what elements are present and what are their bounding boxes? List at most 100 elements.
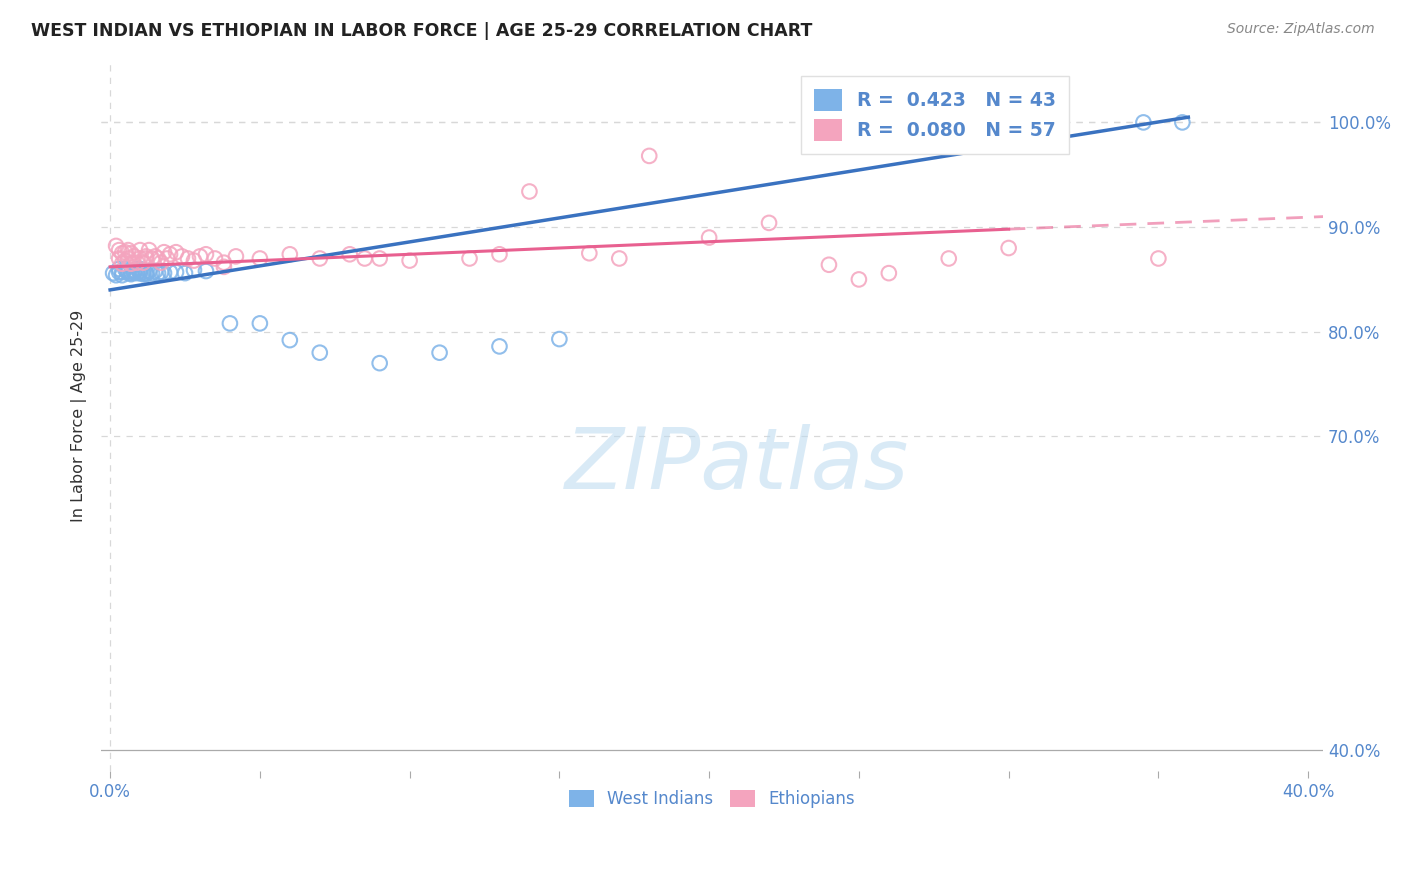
Point [194,247,217,261]
Point [170,249,193,263]
Point [194,264,217,278]
Point [488,339,510,353]
Point [174,266,197,280]
Point [132,267,155,281]
Point [150,265,173,279]
Point [997,241,1019,255]
Point [488,247,510,261]
Point [146,266,169,280]
Point [249,252,271,266]
Point [165,265,187,279]
Point [120,246,142,260]
Point [108,252,131,266]
Point [368,252,391,266]
Point [114,253,136,268]
Point [135,267,157,281]
Point [758,216,780,230]
Point [188,249,211,263]
Point [143,264,166,278]
Point [183,263,205,277]
Point [125,255,148,269]
Point [429,345,451,359]
Point [129,264,152,278]
Point [212,260,235,274]
Point [132,265,155,279]
Point [578,246,600,260]
Point [125,262,148,277]
Point [398,253,420,268]
Point [135,266,157,280]
Point [308,252,330,266]
Point [848,272,870,286]
Point [818,258,841,272]
Point [117,243,139,257]
Point [219,317,242,331]
Point [114,245,136,260]
Point [548,332,571,346]
Point [101,266,124,280]
Point [122,249,145,263]
Point [638,149,661,163]
Point [117,266,139,280]
Point [120,266,142,280]
Point [339,247,361,261]
Text: ZIPatlas: ZIPatlas [564,424,908,507]
Point [877,266,900,280]
Point [1171,115,1194,129]
Point [111,257,134,271]
Point [212,255,235,269]
Point [353,252,375,266]
Point [117,252,139,266]
Point [156,252,179,266]
Point [159,247,181,261]
Point [150,255,173,269]
Point [129,243,152,257]
Point [1147,252,1170,266]
Point [938,252,960,266]
Point [129,266,152,280]
Text: WEST INDIAN VS ETHIOPIAN IN LABOR FORCE | AGE 25-29 CORRELATION CHART: WEST INDIAN VS ETHIOPIAN IN LABOR FORCE … [31,22,813,40]
Point [697,230,720,244]
Point [153,245,176,260]
Text: Source: ZipAtlas.com: Source: ZipAtlas.com [1227,22,1375,37]
Point [125,266,148,280]
Point [607,252,630,266]
Point [278,333,301,347]
Point [138,243,160,257]
Point [165,245,187,260]
Point [108,243,131,257]
Point [129,262,152,277]
Point [117,264,139,278]
Point [111,268,134,283]
Point [114,262,136,277]
Point [111,246,134,260]
Point [135,249,157,263]
Point [120,257,142,271]
Point [519,185,541,199]
Point [135,252,157,266]
Point [458,252,481,266]
Point [225,249,247,263]
Point [105,268,128,283]
Point [177,252,200,266]
Point [138,264,160,278]
Point [1132,115,1154,129]
Point [183,253,205,268]
Point [120,267,142,281]
Point [122,265,145,279]
Point [368,356,391,370]
Point [204,252,226,266]
Point [129,252,152,266]
Point [132,255,155,269]
Point [141,266,163,280]
Point [153,266,176,280]
Point [146,252,169,266]
Point [108,265,131,279]
Legend: West Indians, Ethiopians: West Indians, Ethiopians [561,781,863,816]
Y-axis label: In Labor Force | Age 25-29: In Labor Force | Age 25-29 [72,310,87,522]
Point [108,262,131,277]
Point [105,239,128,253]
Point [141,252,163,266]
Point [143,249,166,263]
Point [122,264,145,278]
